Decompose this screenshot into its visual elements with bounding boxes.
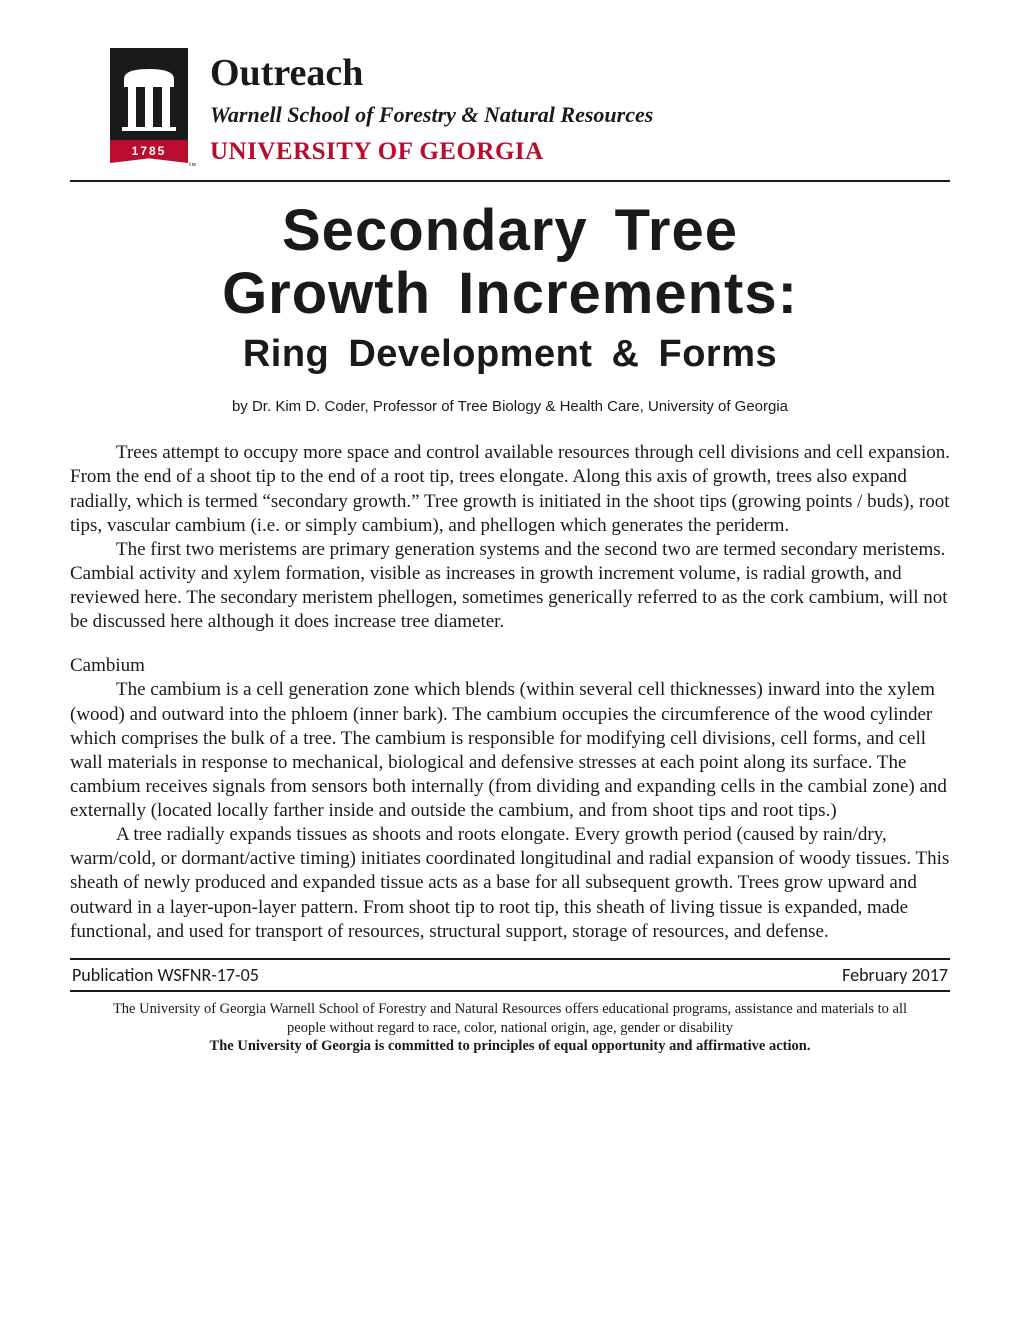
footnote: The University of Georgia Warnell School… [70,1000,950,1057]
header-text: Outreach Warnell School of Forestry & Na… [210,48,653,166]
header-rule [70,180,950,182]
paragraph-4: A tree radially expands tissues as shoot… [70,823,950,944]
university-name: UNIVERSITY OF GEORGIA [210,138,653,166]
document-title: Secondary Tree Growth Increments: [70,200,950,325]
publication-row: Publication WSFNR-17-05 February 2017 [70,962,950,988]
paragraph-2: The first two meristems are primary gene… [70,538,950,635]
footnote-line-1: The University of Georgia Warnell School… [113,1001,907,1036]
school-name: Warnell School of Forestry & Natural Res… [210,102,653,128]
footer-rule-bottom [70,990,950,992]
shield-icon [110,48,188,146]
footnote-line-2: The University of Georgia is committed t… [210,1038,811,1054]
paragraph-3: The cambium is a cell generation zone wh… [70,678,950,823]
uga-logo: 1785 ™ [110,48,188,170]
outreach-label: Outreach [210,54,653,92]
header: 1785 ™ Outreach Warnell School of Forest… [70,48,950,170]
footer-rule-top [70,958,950,960]
document-subtitle: Ring Development & Forms [70,333,950,376]
publication-date: February 2017 [842,964,948,986]
document-page: 1785 ™ Outreach Warnell School of Forest… [0,0,1020,1086]
title-line-1: Secondary Tree [70,200,950,263]
paragraph-1: Trees attempt to occupy more space and c… [70,441,950,538]
publication-id: Publication WSFNR-17-05 [72,964,259,986]
trademark: ™ [188,161,196,170]
body-text: Trees attempt to occupy more space and c… [70,441,950,944]
title-line-2: Growth Increments: [70,263,950,326]
byline: by Dr. Kim D. Coder, Professor of Tree B… [70,398,950,415]
year-banner: 1785 [110,140,188,163]
section-heading-cambium: Cambium [70,654,950,678]
